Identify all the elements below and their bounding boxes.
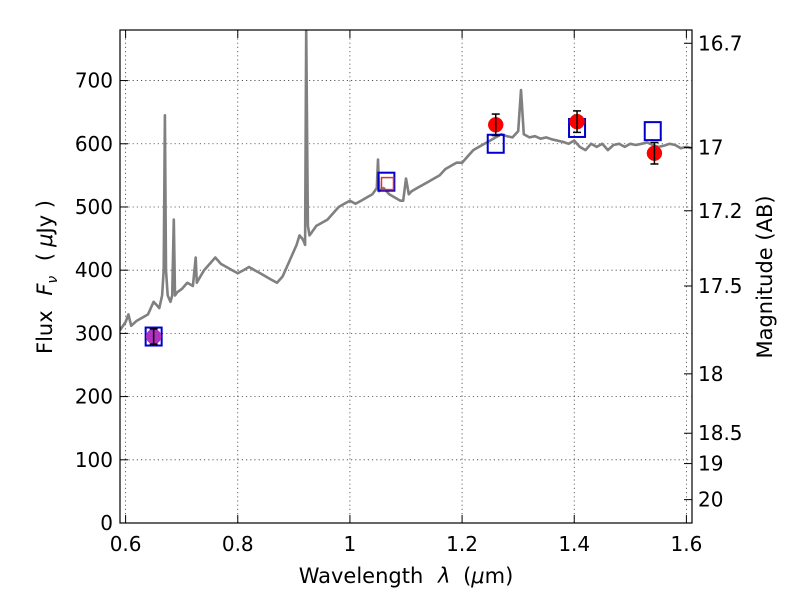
y-axis-label: Flux Fν (μJy ): [33, 200, 62, 354]
axis-ticks: 0.6 0.8 1 1.2 1.4 1.6 0 100 200 300 400 500 600 700 16…: [75, 30, 743, 556]
inner-square: [380, 176, 395, 191]
magnitude-tick-label: 16.7: [698, 31, 743, 55]
model-square: [377, 171, 396, 192]
magnitude-axis-label: Magnitude (AB): [753, 195, 777, 358]
magnitude-tick-label: 20: [698, 488, 723, 512]
magnitude-tick-label: 18.5: [698, 421, 743, 445]
x-tick-label: 1.4: [558, 532, 590, 556]
x-tick-label: 0.8: [222, 532, 254, 556]
x-tick-label: 1: [344, 532, 357, 556]
y-tick-label: 400: [75, 258, 113, 282]
marker-series: [144, 110, 663, 347]
y-tick-label: 700: [75, 69, 113, 93]
magnitude-tick-label: 19: [698, 452, 723, 476]
x-tick-label: 1.2: [446, 532, 478, 556]
magnitude-tick-label: 18: [698, 362, 723, 386]
magnitude-tick-label: 17.2: [698, 199, 743, 223]
plot-frame: [119, 29, 693, 524]
y-tick-label: 500: [75, 195, 113, 219]
model-square: [643, 121, 662, 142]
spectrum-line: [120, 30, 692, 331]
y-tick-label: 100: [75, 448, 113, 472]
y-tick-label: 600: [75, 132, 113, 156]
magnitude-tick-label: 17.5: [698, 274, 743, 298]
y-tick-label: 300: [75, 321, 113, 345]
y-tick-label: 200: [75, 385, 113, 409]
model-square: [144, 326, 163, 347]
y-tick-label: 0: [100, 511, 113, 535]
x-tick-label: 1.6: [670, 532, 702, 556]
x-tick-label: 0.6: [110, 532, 142, 556]
magnitude-tick-label: 17: [698, 136, 723, 160]
spectrum-series: [120, 30, 692, 331]
x-axis-label: Wavelength λ (μm): [299, 564, 514, 588]
